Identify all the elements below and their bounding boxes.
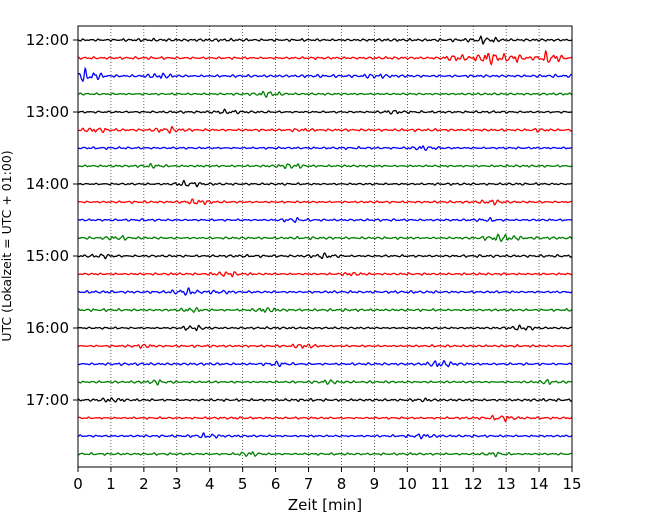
trace-1530 — [77, 287, 573, 296]
y-ticks: 12:00 13:00 14:00 15:00 16:00 17:00 — [26, 31, 78, 409]
trace-1315 — [77, 125, 573, 134]
y-axis-label: UTC (Lokalzeit = UTC + 01:00) — [0, 150, 14, 341]
trace-1400 — [77, 179, 573, 188]
trace-1445 — [77, 233, 573, 243]
trace-1545 — [77, 307, 573, 314]
trace-1330 — [77, 145, 573, 151]
trace-1415 — [77, 198, 573, 206]
x-tick-label-1: 1 — [106, 475, 116, 493]
x-tick-label-13: 13 — [497, 475, 516, 493]
x-tick-label-11: 11 — [431, 475, 450, 493]
y-tick-label-4: 16:00 — [26, 319, 69, 337]
trace-1715 — [77, 414, 573, 423]
x-tick-label-6: 6 — [271, 475, 281, 493]
trace-1700 — [77, 397, 573, 403]
trace-1215 — [77, 49, 573, 66]
x-tick-label-2: 2 — [139, 475, 149, 493]
x-tick-label-10: 10 — [398, 475, 417, 493]
y-tick-label-3: 15:00 — [26, 247, 69, 265]
x-tick-label-14: 14 — [530, 475, 549, 493]
trace-1645 — [77, 378, 573, 386]
y-tick-label-1: 13:00 — [26, 103, 69, 121]
x-tick-label-8: 8 — [337, 475, 347, 493]
x-tick-label-12: 12 — [464, 475, 483, 493]
trace-1615 — [77, 343, 573, 350]
trace-1300 — [77, 108, 573, 115]
x-tick-label-9: 9 — [370, 475, 380, 493]
trace-1630 — [77, 359, 573, 368]
y-tick-label-2: 14:00 — [26, 175, 69, 193]
trace-1600 — [77, 324, 573, 332]
trace-1730 — [77, 432, 573, 440]
x-tick-label-0: 0 — [73, 475, 83, 493]
trace-1515 — [77, 271, 573, 278]
trace-group — [77, 35, 573, 458]
x-tick-label-4: 4 — [205, 475, 215, 493]
trace-1745 — [77, 451, 573, 458]
x-tick-label-5: 5 — [238, 475, 248, 493]
x-tick-label-15: 15 — [562, 475, 581, 493]
y-tick-label-5: 17:00 — [26, 391, 69, 409]
x-axis-label: Zeit [min] — [288, 496, 362, 514]
x-ticks: 0 1 2 3 4 5 6 7 8 9 10 11 12 13 14 15 — [73, 467, 582, 493]
x-tick-label-3: 3 — [172, 475, 182, 493]
x-tick-label-7: 7 — [304, 475, 314, 493]
trace-1430 — [77, 216, 573, 223]
trace-1230 — [77, 66, 573, 83]
trace-1245 — [77, 90, 573, 98]
trace-1200 — [77, 35, 573, 46]
trace-1345 — [77, 162, 573, 170]
plot-frame — [77, 25, 573, 468]
y-tick-label-0: 12:00 — [26, 31, 69, 49]
trace-1500 — [77, 252, 573, 260]
